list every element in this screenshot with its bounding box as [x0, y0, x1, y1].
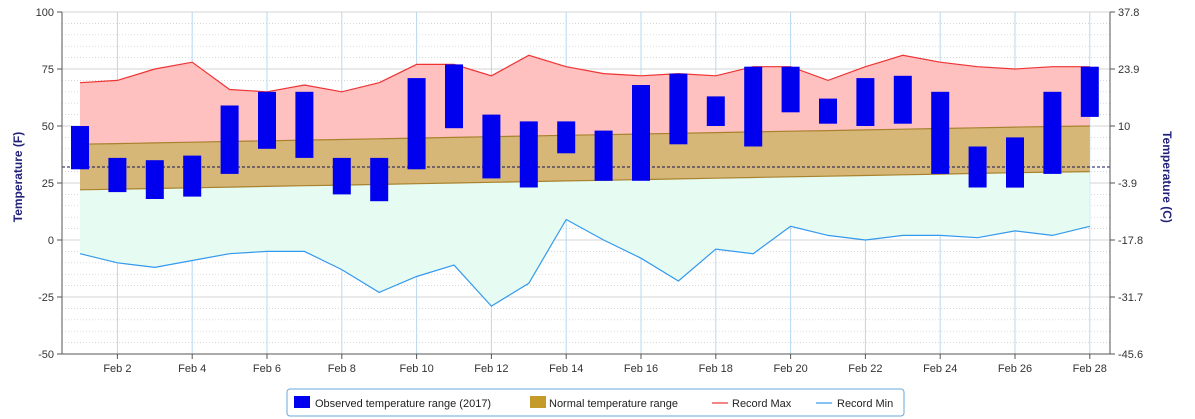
legend-swatch-normal[interactable]	[530, 396, 546, 408]
observed-range-bar[interactable]	[108, 157, 127, 193]
observed-range-bar[interactable]	[632, 85, 650, 181]
observed-range-bar[interactable]	[669, 73, 688, 145]
observed-range-bar[interactable]	[295, 91, 314, 158]
y-right-tick-label: 23.9	[1118, 64, 1139, 76]
y-right-tick-label: 37.8	[1118, 7, 1139, 19]
observed-range-bar[interactable]	[145, 160, 164, 199]
y-axis-right-title: Temperature (C)	[1160, 131, 1174, 223]
y-left-tick-label: -25	[38, 292, 54, 304]
record-min-line	[79, 218, 1090, 307]
record-min-fill	[80, 171, 1090, 307]
y-right-tick-label: 10	[1118, 121, 1130, 133]
legend-label-record-min[interactable]: Record Min	[837, 398, 893, 410]
observed-range-bar[interactable]	[781, 66, 800, 113]
observed-range-bar[interactable]	[856, 78, 875, 126]
observed-range-bar[interactable]	[220, 105, 239, 174]
observed-range-bar[interactable]	[71, 126, 89, 170]
x-tick-label: Feb 4	[178, 363, 206, 375]
record-max-line	[79, 54, 1090, 93]
x-tick-label: Feb 6	[253, 363, 281, 375]
y-axis-left-title: Temperature (F)	[11, 132, 25, 222]
y-left-tick-label: 25	[42, 178, 54, 190]
normal-high-line	[79, 125, 1090, 145]
observed-range-bar[interactable]	[1006, 137, 1024, 188]
normal-low-line	[79, 171, 1090, 191]
legend-label-normal[interactable]: Normal temperature range	[549, 398, 678, 410]
legend-label-record-max[interactable]: Record Max	[732, 398, 792, 410]
y-left-tick-label: 0	[48, 235, 54, 247]
observed-range-bar[interactable]	[1080, 66, 1099, 117]
y-left-tick-label: 100	[36, 7, 54, 19]
axes: -50 -25 0 25 50 75 100 -45.6 -31.7 -17.8 -3.9 10 23.…	[36, 7, 1143, 375]
observed-range-bar[interactable]	[332, 157, 351, 195]
observed-range-bar[interactable]	[706, 96, 725, 126]
observed-range-bar[interactable]	[557, 121, 576, 154]
normal-range-band	[80, 126, 1090, 190]
observed-range-bar[interactable]	[968, 146, 987, 188]
x-tick-label: Feb 12	[474, 363, 508, 375]
legend: Observed temperature range (2017) Normal…	[286, 388, 905, 417]
observed-range-bar[interactable]	[819, 98, 837, 124]
x-tick-label: Feb 8	[328, 363, 356, 375]
y-right-tick-label: -45.6	[1118, 349, 1143, 361]
observed-range-bar[interactable]	[445, 64, 463, 129]
legend-box	[286, 388, 905, 417]
y-left-tick-label: 50	[42, 121, 54, 133]
x-tick-label: Feb 26	[998, 363, 1032, 375]
x-tick-label: Feb 2	[103, 363, 131, 375]
legend-label-observed[interactable]: Observed temperature range (2017)	[315, 398, 491, 410]
observed-range-bar[interactable]	[594, 130, 613, 181]
x-tick-label: Feb 24	[923, 363, 957, 375]
x-tick-label: Feb 18	[699, 363, 733, 375]
x-tick-label: Feb 10	[399, 363, 433, 375]
observed-range-bar[interactable]	[482, 114, 501, 179]
x-tick-label: Feb 22	[848, 363, 882, 375]
observed-range-bar[interactable]	[931, 91, 950, 174]
observed-range-bar[interactable]	[370, 157, 389, 202]
y-left-tick-label: -50	[38, 349, 54, 361]
y-right-tick-label: -17.8	[1118, 235, 1143, 247]
x-tick-label: Feb 16	[624, 363, 658, 375]
x-tick-label: Feb 28	[1073, 363, 1107, 375]
plot-area	[62, 54, 1110, 307]
observed-range-bar[interactable]	[258, 91, 276, 149]
observed-range-bar[interactable]	[183, 155, 202, 197]
observed-range-bar[interactable]	[519, 121, 538, 188]
observed-range-bar[interactable]	[1043, 91, 1062, 174]
x-tick-label: Feb 20	[773, 363, 807, 375]
x-tick-label: Feb 14	[549, 363, 583, 375]
observed-range-bar[interactable]	[893, 75, 912, 124]
legend-swatch-observed[interactable]	[294, 396, 310, 408]
y-right-tick-label: -3.9	[1118, 178, 1137, 190]
observed-range-bar[interactable]	[744, 66, 763, 147]
observed-range-bar[interactable]	[407, 78, 426, 170]
y-right-tick-label: -31.7	[1118, 292, 1143, 304]
y-left-tick-label: 75	[42, 64, 54, 76]
